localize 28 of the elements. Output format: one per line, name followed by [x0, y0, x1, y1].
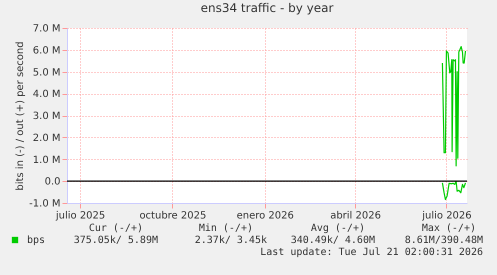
text: Min (-/+): [198, 223, 253, 234]
text: 340.49k/ 4.60M: [290, 235, 375, 246]
text: Max (-/+): [422, 223, 476, 234]
x-tick-label: abril 2026: [330, 210, 381, 222]
y-tick-label: 4.0 M: [32, 89, 60, 100]
text: Last update: Tue Jul 21 02:00:31 2026: [260, 247, 483, 258]
text: Cur (-/+): [88, 223, 143, 234]
y-axis-title: bits in (-) / out (+) per second: [15, 41, 26, 191]
legend-label: bps: [27, 235, 46, 246]
y-tick-label: 7.0 M: [32, 24, 60, 34]
line-series: [442, 46, 466, 166]
y-tick-label: 5.0 M: [32, 67, 60, 78]
text: 2.37k/ 3.45k: [194, 235, 267, 246]
y-tick-label: 6.0 M: [32, 45, 60, 56]
x-tick-label: julio 2026: [421, 210, 472, 222]
x-tick-label: octubre 2025: [139, 210, 206, 222]
text: 375.05k/ 5.89M: [74, 235, 158, 246]
line-series: [442, 180, 466, 200]
y-tick-label: 1.0 M: [32, 154, 60, 166]
x-tick-label: julio 2025: [54, 210, 106, 222]
y-tick-label: -1.0 M: [29, 198, 60, 210]
y-tick-label: 2.0 M: [32, 132, 60, 144]
text: Avg (-/+): [310, 223, 365, 234]
x-tick-label: enero 2026: [236, 210, 294, 222]
text: 8.61M/390.48M: [404, 235, 483, 246]
chart-title: ens34 traffic - by year: [200, 1, 334, 15]
y-tick-label: 3.0 M: [32, 111, 60, 122]
y-tick-label: 0.0: [44, 176, 60, 188]
